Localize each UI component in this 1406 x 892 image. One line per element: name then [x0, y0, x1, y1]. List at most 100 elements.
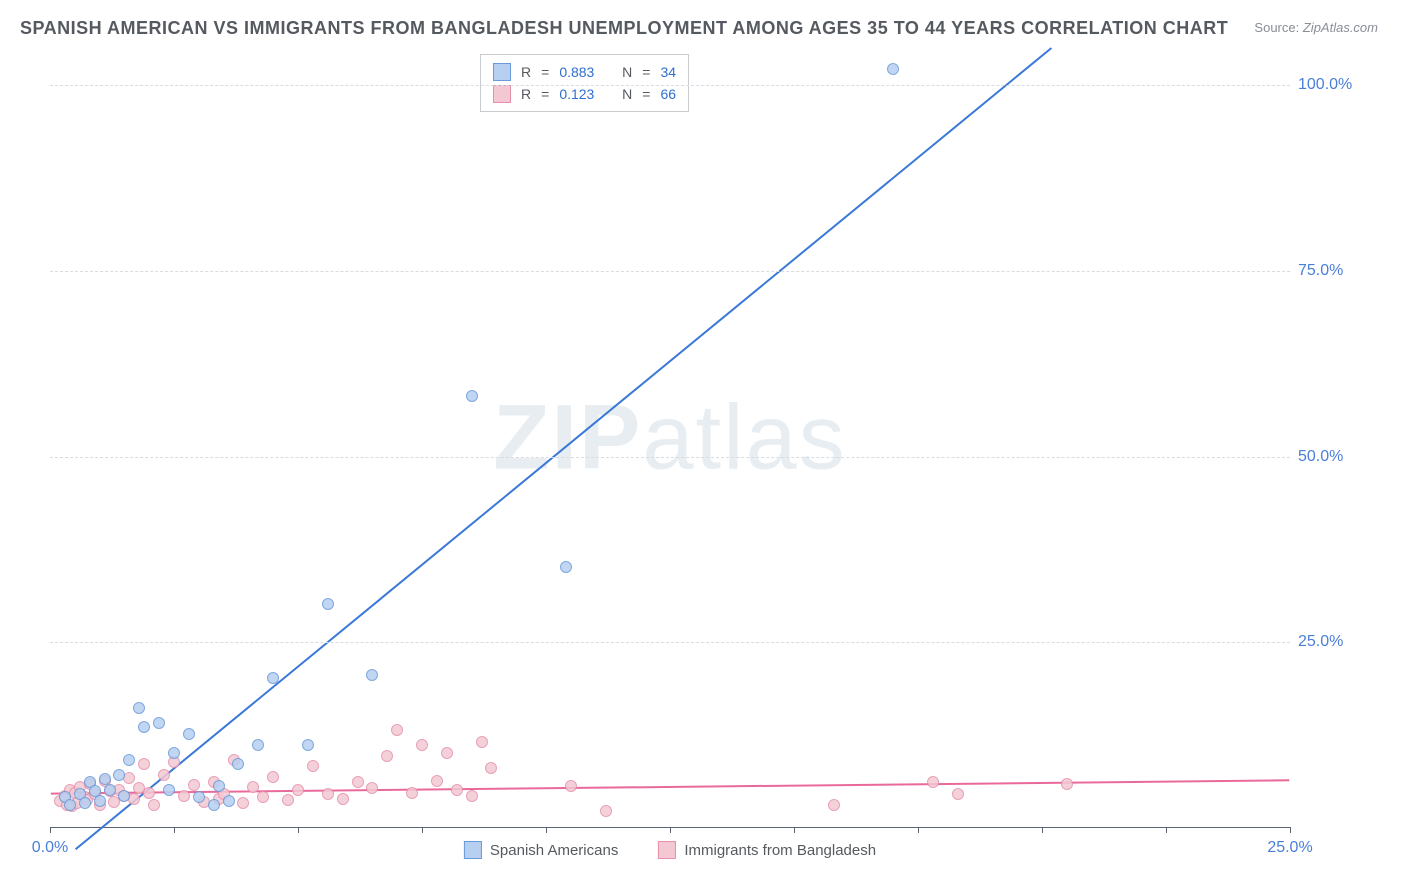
data-point [188, 779, 200, 791]
data-point [352, 776, 364, 788]
x-tick-label: 25.0% [1267, 839, 1312, 857]
y-tick-label: 100.0% [1298, 76, 1378, 94]
correlation-legend: R = 0.883 N = 34 R = 0.123 N = 66 [480, 54, 689, 112]
gridline [50, 271, 1290, 272]
swatch-series-a [493, 63, 511, 81]
trend-line [51, 780, 1289, 793]
legend-label-b: Immigrants from Bangladesh [684, 842, 876, 859]
x-tick-mark [1042, 827, 1043, 833]
data-point [168, 747, 180, 759]
x-tick-label: 0.0% [32, 839, 68, 857]
r-value-a: 0.883 [559, 64, 594, 80]
scatter-plot-area: ZIPatlas R = 0.883 N = 34 R = 0.123 N = … [50, 48, 1290, 828]
data-point [213, 780, 225, 792]
data-point [927, 776, 939, 788]
source-value: ZipAtlas.com [1303, 20, 1378, 35]
data-point [451, 784, 463, 796]
x-tick-mark [1290, 827, 1291, 833]
data-point [178, 790, 190, 802]
data-point [441, 747, 453, 759]
x-tick-mark [546, 827, 547, 833]
legend-item-a: Spanish Americans [464, 841, 618, 859]
data-point [247, 781, 259, 793]
y-tick-label: 75.0% [1298, 262, 1378, 280]
gridline [50, 642, 1290, 643]
x-tick-mark [918, 827, 919, 833]
x-tick-mark [422, 827, 423, 833]
data-point [366, 782, 378, 794]
data-point [158, 769, 170, 781]
data-point [113, 769, 125, 781]
x-tick-mark [1166, 827, 1167, 833]
eq-sign: = [541, 64, 549, 80]
data-point [118, 790, 130, 802]
data-point [828, 799, 840, 811]
legend-item-b: Immigrants from Bangladesh [658, 841, 876, 859]
gridline [50, 85, 1290, 86]
legend-row-series-a: R = 0.883 N = 34 [493, 61, 676, 83]
data-point [223, 795, 235, 807]
data-point [952, 788, 964, 800]
swatch-series-a [464, 841, 482, 859]
data-point [406, 787, 418, 799]
data-point [476, 736, 488, 748]
data-point [208, 799, 220, 811]
gridline [50, 457, 1290, 458]
data-point [94, 795, 106, 807]
data-point [416, 739, 428, 751]
data-point [302, 739, 314, 751]
data-point [183, 728, 195, 740]
x-tick-mark [794, 827, 795, 833]
chart-title: SPANISH AMERICAN VS IMMIGRANTS FROM BANG… [20, 18, 1228, 39]
data-point [237, 797, 249, 809]
data-point [887, 63, 899, 75]
n-value-b: 66 [660, 86, 676, 102]
data-point [322, 788, 334, 800]
n-label: N [622, 64, 632, 80]
eq-sign: = [642, 86, 650, 102]
data-point [138, 721, 150, 733]
series-legend: Spanish Americans Immigrants from Bangla… [464, 841, 876, 859]
data-point [257, 791, 269, 803]
data-point [193, 791, 205, 803]
data-point [153, 717, 165, 729]
data-point [282, 794, 294, 806]
data-point [232, 758, 244, 770]
data-point [133, 702, 145, 714]
x-tick-mark [298, 827, 299, 833]
r-label: R [521, 86, 531, 102]
data-point [123, 754, 135, 766]
data-point [307, 760, 319, 772]
n-value-a: 34 [660, 64, 676, 80]
x-tick-mark [174, 827, 175, 833]
r-value-b: 0.123 [559, 86, 594, 102]
data-point [337, 793, 349, 805]
trend-line [76, 48, 1052, 849]
data-point [143, 787, 155, 799]
trend-lines-layer [50, 48, 1290, 827]
data-point [138, 758, 150, 770]
data-point [381, 750, 393, 762]
eq-sign: = [541, 86, 549, 102]
data-point [64, 799, 76, 811]
swatch-series-b [493, 85, 511, 103]
data-point [366, 669, 378, 681]
data-point [267, 771, 279, 783]
data-point [252, 739, 264, 751]
data-point [431, 775, 443, 787]
data-point [466, 390, 478, 402]
data-point [292, 784, 304, 796]
n-label: N [622, 86, 632, 102]
data-point [560, 561, 572, 573]
y-tick-label: 25.0% [1298, 633, 1378, 651]
legend-row-series-b: R = 0.123 N = 66 [493, 83, 676, 105]
data-point [267, 672, 279, 684]
data-point [600, 805, 612, 817]
data-point [104, 784, 116, 796]
data-point [322, 598, 334, 610]
eq-sign: = [642, 64, 650, 80]
data-point [79, 797, 91, 809]
data-point [148, 799, 160, 811]
r-label: R [521, 64, 531, 80]
y-tick-label: 50.0% [1298, 448, 1378, 466]
